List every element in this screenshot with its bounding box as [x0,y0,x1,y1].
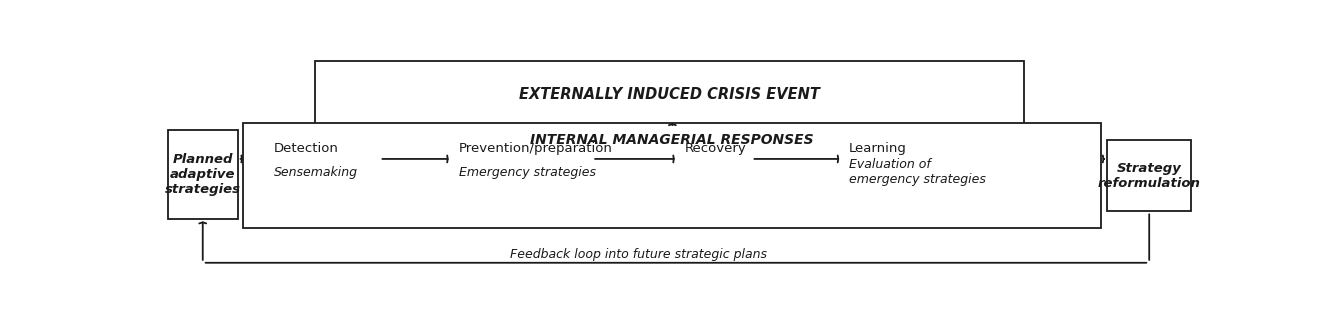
Text: Strategy
reformulation: Strategy reformulation [1098,162,1200,190]
Text: Planned
adaptive
strategies: Planned adaptive strategies [164,153,241,196]
Text: Sensemaking: Sensemaking [273,166,358,179]
Text: Evaluation of
emergency strategies: Evaluation of emergency strategies [849,158,987,186]
FancyBboxPatch shape [314,61,1024,128]
Text: Prevention/preparation: Prevention/preparation [459,142,613,155]
FancyBboxPatch shape [1107,140,1191,211]
FancyBboxPatch shape [243,123,1101,228]
Text: Recovery: Recovery [684,142,747,155]
Text: Emergency strategies: Emergency strategies [459,166,595,179]
FancyBboxPatch shape [168,130,237,219]
Text: Detection: Detection [273,142,338,155]
Text: EXTERNALLY INDUCED CRISIS EVENT: EXTERNALLY INDUCED CRISIS EVENT [518,87,819,102]
Text: Learning: Learning [849,142,907,155]
Text: INTERNAL MANAGERIAL RESPONSES: INTERNAL MANAGERIAL RESPONSES [530,133,814,147]
Text: Feedback loop into future strategic plans: Feedback loop into future strategic plan… [511,248,766,261]
